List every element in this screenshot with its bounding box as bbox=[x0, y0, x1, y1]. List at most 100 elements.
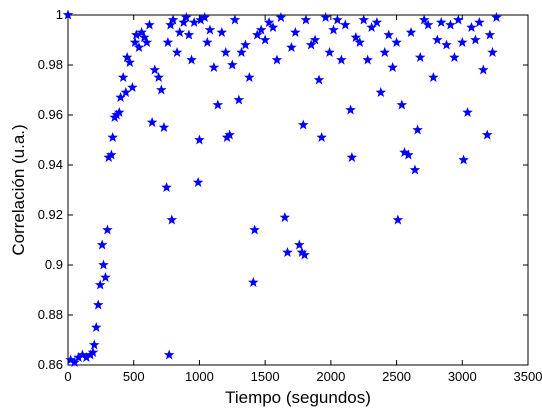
data-point bbox=[418, 14, 430, 25]
data-point bbox=[482, 129, 493, 140]
data-point bbox=[267, 22, 279, 32]
data-point bbox=[484, 29, 496, 40]
data-point bbox=[279, 212, 291, 222]
data-point bbox=[117, 72, 129, 82]
data-point bbox=[195, 14, 206, 25]
data-point bbox=[93, 299, 104, 310]
data-point bbox=[227, 59, 238, 70]
data-point bbox=[73, 352, 84, 362]
data-point bbox=[453, 14, 464, 25]
data-point bbox=[62, 9, 74, 20]
data-point bbox=[111, 109, 122, 120]
data-point bbox=[299, 249, 310, 260]
data-point bbox=[336, 54, 347, 65]
data-point bbox=[233, 94, 245, 105]
data-point bbox=[428, 72, 439, 82]
data-point bbox=[249, 224, 260, 235]
data-point bbox=[98, 259, 109, 270]
data-point bbox=[106, 149, 117, 160]
data-point bbox=[290, 27, 301, 37]
data-point bbox=[244, 72, 255, 82]
data-point bbox=[478, 64, 489, 75]
data-point bbox=[371, 17, 383, 27]
data-point bbox=[379, 47, 390, 57]
x-tick-label: 3500 bbox=[514, 369, 542, 384]
data-point bbox=[375, 87, 387, 97]
x-tick-label: 1000 bbox=[185, 369, 214, 384]
data-point bbox=[300, 14, 312, 25]
data-point bbox=[391, 37, 402, 47]
data-point bbox=[167, 14, 179, 25]
data-point bbox=[449, 52, 460, 62]
data-point bbox=[457, 37, 468, 47]
data-point bbox=[458, 154, 469, 165]
data-point bbox=[399, 147, 410, 157]
data-point bbox=[229, 14, 241, 25]
data-point bbox=[332, 14, 343, 25]
data-point bbox=[224, 129, 235, 140]
data-point bbox=[255, 24, 267, 35]
data-point bbox=[115, 92, 126, 102]
data-point bbox=[87, 347, 99, 357]
data-point bbox=[174, 27, 185, 37]
x-tick-label: 0 bbox=[64, 369, 71, 384]
data-point bbox=[212, 99, 224, 110]
data-point bbox=[161, 182, 172, 192]
data-point bbox=[129, 37, 141, 47]
data-point bbox=[392, 214, 404, 225]
data-point bbox=[354, 37, 365, 47]
data-point bbox=[346, 152, 358, 162]
data-point bbox=[153, 72, 164, 82]
data-point bbox=[432, 34, 443, 45]
data-point bbox=[165, 19, 176, 30]
data-point bbox=[271, 54, 283, 65]
x-axis-label: Tiempo (segundos) bbox=[225, 388, 371, 407]
y-tick-label: 0.88 bbox=[38, 307, 63, 322]
plot-area bbox=[67, 14, 529, 366]
data-point bbox=[305, 39, 317, 50]
data-point bbox=[178, 17, 189, 27]
data-point bbox=[171, 47, 183, 57]
data-point bbox=[162, 37, 174, 47]
data-point bbox=[131, 29, 142, 40]
x-tick-label: 2000 bbox=[316, 369, 345, 384]
data-point bbox=[124, 57, 135, 67]
data-point bbox=[192, 177, 204, 187]
data-point bbox=[221, 132, 233, 142]
data-point bbox=[328, 24, 339, 35]
data-point bbox=[96, 239, 108, 250]
data-point bbox=[252, 29, 263, 40]
data-point bbox=[120, 87, 132, 97]
data-point bbox=[340, 19, 351, 30]
data-point bbox=[415, 52, 426, 62]
data-point bbox=[199, 12, 210, 22]
data-point bbox=[89, 339, 100, 350]
data-point bbox=[236, 47, 247, 57]
y-axis-label: Correlación (u.a.) bbox=[9, 124, 28, 255]
y-tick-label: 0.86 bbox=[38, 357, 63, 372]
data-point bbox=[383, 29, 394, 40]
x-tick-label: 2500 bbox=[382, 369, 411, 384]
data-point bbox=[405, 27, 417, 37]
data-point bbox=[296, 247, 308, 257]
data-point bbox=[282, 247, 293, 257]
data-point bbox=[127, 82, 138, 92]
data-point bbox=[470, 34, 481, 45]
data-point bbox=[487, 47, 498, 57]
data-point bbox=[366, 22, 377, 32]
data-point bbox=[240, 39, 251, 50]
data-point bbox=[181, 12, 192, 22]
data-point bbox=[107, 132, 118, 142]
data-point bbox=[324, 47, 335, 57]
data-point bbox=[445, 19, 456, 30]
data-point bbox=[208, 62, 220, 72]
data-point bbox=[114, 107, 125, 117]
data-point bbox=[462, 107, 473, 117]
data-point bbox=[103, 152, 114, 162]
y-tick-label: 0.96 bbox=[38, 107, 63, 122]
data-point bbox=[85, 349, 96, 360]
y-tick-label: 0.94 bbox=[38, 157, 63, 172]
data-point bbox=[350, 32, 362, 42]
data-point bbox=[65, 354, 76, 365]
